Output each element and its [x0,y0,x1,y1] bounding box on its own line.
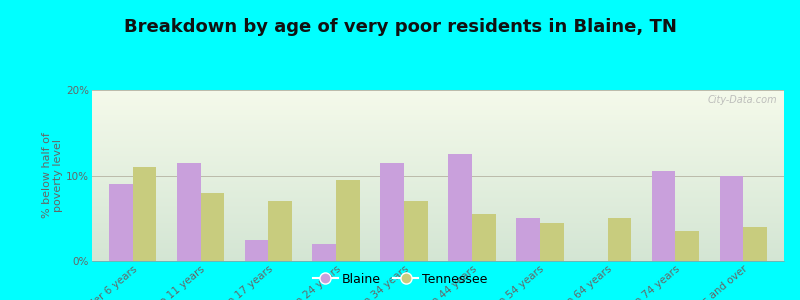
Bar [719,176,743,261]
Bar [336,180,360,261]
Bar [448,154,472,261]
Bar [109,184,133,261]
Bar [540,223,563,261]
Text: Breakdown by age of very poor residents in Blaine, TN: Breakdown by age of very poor residents … [123,18,677,36]
Bar [313,244,336,261]
Bar [268,201,292,261]
Bar [133,167,157,261]
Legend: Blaine, Tennessee: Blaine, Tennessee [308,268,492,291]
Text: City-Data.com: City-Data.com [707,95,777,105]
Bar [245,240,268,261]
Bar [404,201,428,261]
Bar [472,214,496,261]
Bar [652,171,675,261]
Y-axis label: % below half of
poverty level: % below half of poverty level [42,133,63,218]
Bar [516,218,540,261]
Bar [380,163,404,261]
Bar [608,218,631,261]
Bar [743,227,767,261]
Bar [201,193,224,261]
Bar [177,163,201,261]
Bar [675,231,699,261]
